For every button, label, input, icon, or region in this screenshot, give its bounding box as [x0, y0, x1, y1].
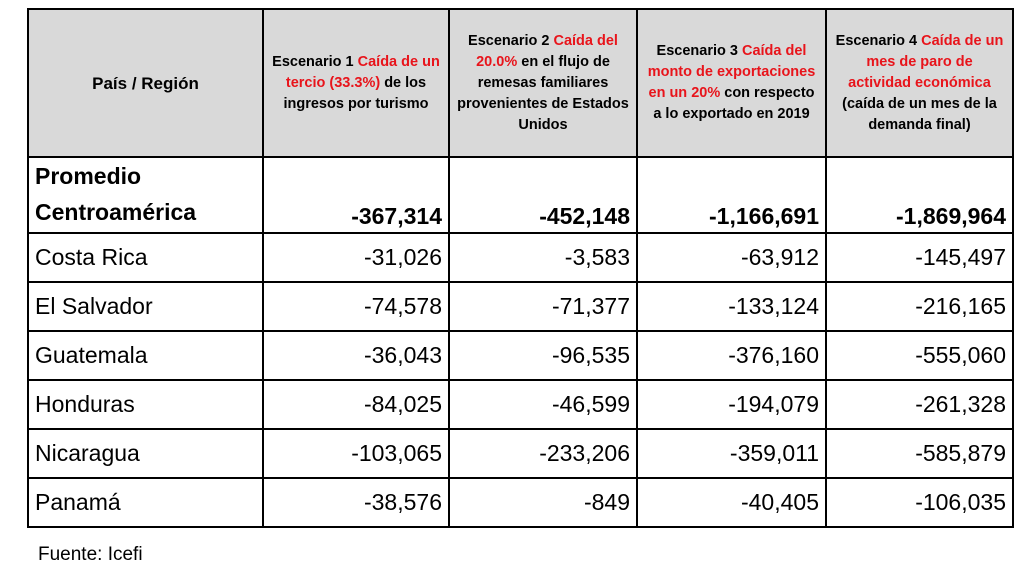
cell-value: -555,060	[825, 330, 1014, 381]
cell-value: -36,043	[262, 330, 450, 381]
row-name: Honduras	[27, 379, 264, 430]
cell-value: -46,599	[448, 379, 638, 430]
scenario-label: Escenario 1	[272, 53, 354, 70]
scenario-highlight: Caída de un mes de paro de actividad eco…	[848, 32, 1004, 91]
header-scenario-1: Escenario 1 Caída de un tercio (33.3%) d…	[262, 8, 450, 158]
row-name: Panamá	[27, 477, 264, 528]
scenario-detail: con respecto a lo exportado en 2019	[653, 85, 815, 122]
cell-value: -96,535	[448, 330, 638, 381]
cell-value: -63,912	[636, 232, 827, 283]
header-scenario-4: Escenario 4 Caída de un mes de paro de a…	[825, 8, 1014, 158]
cell-value: -194,079	[636, 379, 827, 430]
cell-value: -133,124	[636, 281, 827, 332]
header-scenario-2: Escenario 2 Caída del 20.0% en el flujo …	[448, 8, 638, 158]
cell-value: -106,035	[825, 477, 1014, 528]
scenario-label: Escenario 4	[835, 32, 918, 49]
table-row: Honduras -84,025 -46,599 -194,079 -261,328	[27, 379, 1014, 430]
row-name: Nicaragua	[27, 428, 264, 479]
cell-value: -71,377	[448, 281, 638, 332]
cell-value: -367,314	[262, 156, 450, 234]
cell-value: -84,025	[262, 379, 450, 430]
cell-value: -359,011	[636, 428, 827, 479]
table-row: El Salvador -74,578 -71,377 -133,124 -216,16…	[27, 281, 1014, 332]
header-row: País / Región Escenario 1 Caída de un te…	[27, 8, 1014, 158]
cell-value: -261,328	[825, 379, 1014, 430]
header-region: País / Región	[27, 8, 264, 158]
table-row: Costa Rica -31,026 -3,583 -63,912 -145,497	[27, 232, 1014, 283]
scenario-detail: de los ingresos por turismo	[283, 74, 429, 112]
cell-value: -376,160	[636, 330, 827, 381]
cell-value: -145,497	[825, 232, 1014, 283]
scenario-highlight: Caída del 20.0%	[476, 32, 618, 70]
cell-value: -1,166,691	[636, 156, 827, 234]
scenario-detail: (caída de un mes de la demanda final)	[842, 95, 997, 133]
scenario-detail: en el flujo de remesas familiares proven…	[457, 53, 629, 133]
cell-value: -103,065	[262, 428, 450, 479]
scenario-highlight: Caída de un tercio (33.3%)	[285, 53, 440, 91]
cell-value: -233,206	[448, 428, 638, 479]
average-row: Promedio Centroamérica -367,314 -452,148…	[27, 156, 1014, 234]
scenario-label: Escenario 3	[656, 43, 738, 59]
row-name: Costa Rica	[27, 232, 264, 283]
cell-value: -3,583	[448, 232, 638, 283]
table-row: Panamá -38,576 -849 -40,405 -106,035	[27, 477, 1014, 528]
header-scenario-3: Escenario 3 Caída del monto de exportaci…	[636, 8, 827, 158]
row-name: Promedio Centroamérica	[27, 156, 264, 234]
table-row: Nicaragua -103,065 -233,206 -359,011 -585,87…	[27, 428, 1014, 479]
cell-value: -452,148	[448, 156, 638, 234]
scenario-highlight: Caída del monto de exportaciones en un 2…	[647, 43, 816, 101]
cell-value: -216,165	[825, 281, 1014, 332]
cell-value: -38,576	[262, 477, 450, 528]
table-row: Guatemala -36,043 -96,535 -376,160 -555,060	[27, 330, 1014, 381]
cell-value: -31,026	[262, 232, 450, 283]
cell-value: -40,405	[636, 477, 827, 528]
row-name: Guatemala	[27, 330, 264, 381]
cell-value: -585,879	[825, 428, 1014, 479]
scenario-table: País / Región Escenario 1 Caída de un te…	[27, 8, 1014, 528]
cell-value: -74,578	[262, 281, 450, 332]
row-name: El Salvador	[27, 281, 264, 332]
cell-value: -849	[448, 477, 638, 528]
scenario-label: Escenario 2	[468, 32, 550, 49]
source-note: Fuente: Icefi	[38, 544, 143, 565]
cell-value: -1,869,964	[825, 156, 1014, 234]
